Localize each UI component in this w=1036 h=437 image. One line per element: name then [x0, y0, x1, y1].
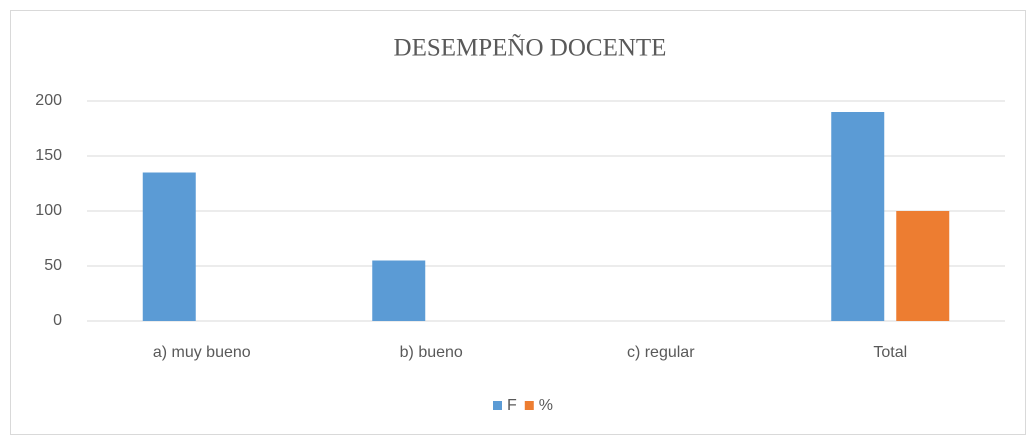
bar — [142, 172, 196, 321]
legend-swatch — [493, 401, 502, 410]
y-tick-label: 200 — [35, 92, 62, 109]
legend-label: % — [539, 397, 553, 414]
y-tick-label: 50 — [44, 257, 62, 274]
legend-swatch — [524, 401, 534, 410]
x-tick-label: a) muy bueno — [153, 344, 251, 361]
legend-label: F — [507, 397, 517, 414]
y-tick-label: 100 — [35, 202, 62, 219]
x-tick-label: b) bueno — [400, 344, 463, 361]
bar — [896, 211, 950, 321]
y-tick-label: 150 — [35, 147, 62, 164]
y-tick-label: 0 — [53, 312, 62, 329]
chart-title: DESEMPEÑO DOCENTE — [394, 34, 667, 62]
x-tick-label: Total — [873, 344, 907, 361]
bar — [831, 112, 885, 321]
bar — [372, 260, 426, 321]
x-tick-label: c) regular — [627, 344, 695, 361]
